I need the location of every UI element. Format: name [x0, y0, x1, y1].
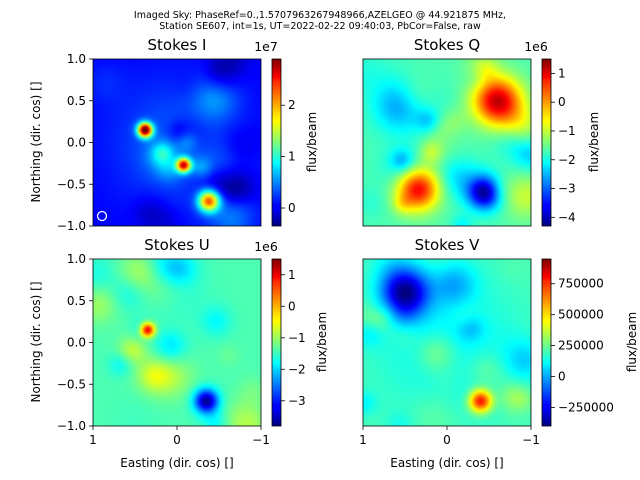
colorbar-tick-label: 1	[288, 268, 296, 282]
colorbar-offset: 1e6	[254, 239, 278, 254]
colorbar-tick-label: 2	[288, 98, 296, 112]
x-ticks: 1 0 −1	[89, 426, 270, 447]
y-tick-label: 0.0	[67, 136, 86, 150]
panel-stokes-u: Stokes U 1.0 0.5 0.0 −0.5 −1.0 1 0 −1 Northing…	[29, 236, 329, 470]
panel-stokes-q: Stokes Q 1 0 −1 −2 −3 −4 1e6 flux/beam	[362, 36, 601, 227]
colorbar-tick-label: 0	[558, 370, 566, 384]
colorbar-tick-label: 0	[288, 201, 296, 215]
colorbar	[271, 58, 282, 227]
colorbar-ticks: 2 1 0	[281, 98, 296, 215]
colorbar-ticks: 1 0 −1 −2 −3	[281, 268, 306, 408]
colorbar-tick-label: −1	[288, 331, 306, 345]
beam-marker	[96, 210, 108, 222]
colorbar-ticks: 750000 500000 250000 0 −250000	[551, 277, 614, 414]
y-axis-label: Northing (dir. cos) []	[29, 281, 43, 402]
colorbar-ticks: 1 0 −1 −2 −3 −4	[551, 66, 576, 224]
panel-title: Stokes V	[415, 236, 481, 254]
colorbar-offset: 1e7	[254, 39, 278, 54]
colorbar-tick-label: 250000	[558, 339, 604, 353]
colorbar-tick-label: −3	[558, 182, 576, 196]
suptitle-line1: Imaged Sky: PhaseRef=0.,1.57079632679489…	[134, 10, 506, 21]
colorbar-label: flux/beam	[625, 312, 639, 372]
heatmap-image	[363, 259, 531, 426]
y-tick-label: −0.5	[57, 177, 86, 191]
panel-title: Stokes I	[148, 36, 207, 54]
colorbar-tick-label: −250000	[558, 400, 614, 414]
x-tick-label: −1	[252, 433, 270, 447]
y-tick-label: −1.0	[57, 419, 86, 433]
heatmap-image	[93, 59, 261, 226]
colorbar-tick-label: 500000	[558, 308, 604, 322]
y-tick-label: 0.5	[67, 294, 86, 308]
colorbar-label: flux/beam	[305, 112, 319, 172]
colorbar-tick-label: −2	[558, 153, 576, 167]
x-tick-label: 0	[443, 433, 451, 447]
y-tick-label: −1.0	[57, 219, 86, 233]
heatmap-image	[363, 59, 531, 226]
panel-title: Stokes U	[144, 236, 210, 254]
x-axis-label: Easting (dir. cos) []	[120, 456, 233, 470]
panel-stokes-v: Stokes V 1 0 −1 Easting (dir. cos) [] 7500…	[359, 236, 639, 470]
x-tick-label: 0	[173, 433, 181, 447]
x-ticks: 1 0 −1	[359, 426, 540, 447]
heatmap-image	[93, 259, 261, 426]
colorbar	[541, 258, 552, 427]
colorbar	[271, 258, 282, 427]
y-tick-label: 1.0	[67, 252, 86, 266]
x-tick-label: 1	[359, 433, 367, 447]
colorbar	[541, 58, 552, 227]
colorbar-tick-label: 1	[558, 66, 566, 80]
colorbar-tick-label: −4	[558, 210, 576, 224]
colorbar-tick-label: 750000	[558, 277, 604, 291]
y-axis-label: Northing (dir. cos) []	[29, 81, 43, 202]
colorbar-tick-label: 1	[288, 150, 296, 164]
colorbar-label: flux/beam	[315, 312, 329, 372]
colorbar-tick-label: 0	[558, 95, 566, 109]
plot-frame	[362, 58, 532, 227]
x-axis-label: Easting (dir. cos) []	[390, 456, 503, 470]
panel-stokes-i: Stokes I 1.0 0.5 0.0 −0.5 −1.0 Northing (dir…	[29, 36, 319, 233]
colorbar-tick-label: 0	[288, 299, 296, 313]
y-tick-label: 1.0	[67, 52, 86, 66]
colorbar-label: flux/beam	[587, 112, 601, 172]
x-tick-label: −1	[522, 433, 540, 447]
y-ticks: 1.0 0.5 0.0 −0.5 −1.0	[57, 252, 93, 433]
panel-title: Stokes Q	[414, 36, 480, 54]
y-tick-label: 0.5	[67, 94, 86, 108]
colorbar-tick-label: −3	[288, 394, 306, 408]
colorbar-tick-label: −1	[558, 124, 576, 138]
suptitle-line2: Station SE607, int=1s, UT=2022-02-22 09:…	[159, 21, 481, 32]
colorbar-tick-label: −2	[288, 362, 306, 376]
colorbar-offset: 1e6	[524, 39, 548, 54]
y-tick-label: −0.5	[57, 377, 86, 391]
y-tick-label: 0.0	[67, 336, 86, 350]
y-ticks: 1.0 0.5 0.0 −0.5 −1.0	[57, 52, 93, 233]
x-tick-label: 1	[89, 433, 97, 447]
